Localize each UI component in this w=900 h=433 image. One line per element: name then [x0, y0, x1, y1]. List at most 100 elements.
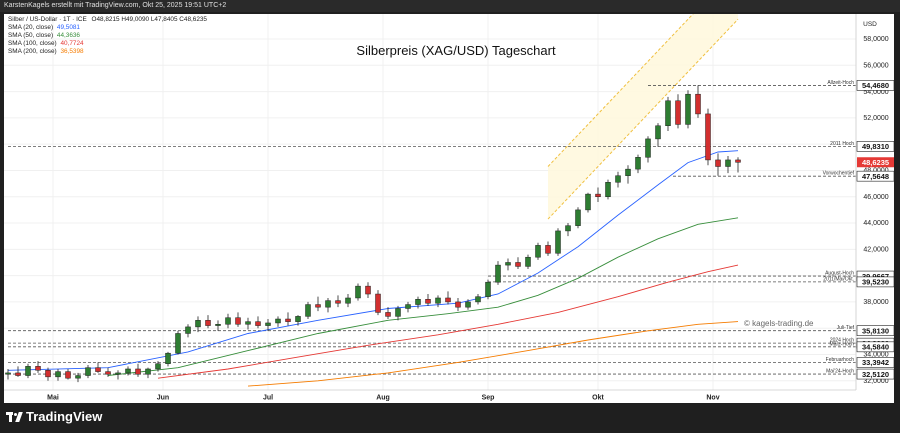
candle-body [535, 245, 541, 258]
candle [155, 361, 161, 372]
candle-body [525, 256, 531, 267]
candle-body [325, 300, 331, 308]
candle-body [685, 93, 691, 125]
x-tick-label: Mai [47, 395, 59, 402]
candle-body [425, 299, 431, 304]
candle [355, 283, 361, 301]
legend-symbol-row: Silber / US-Dollar · 1T · ICE O48,8215 H… [8, 16, 207, 24]
candle [175, 330, 181, 355]
price-axis: USD58,000056,000054,000052,000050,000048… [855, 14, 894, 390]
price-chart[interactable]: Silberpreis (XAG/USD) Tageschart © kagels… [4, 14, 894, 403]
candle [35, 361, 41, 373]
candle-body [455, 301, 461, 308]
candle-body [65, 371, 71, 379]
candle-body [255, 321, 261, 326]
legend-sma-20[interactable]: SMA (20, close) 49,5081 [8, 24, 207, 32]
level-annotation: 2011 Hoch [830, 141, 854, 147]
gridlines [4, 14, 856, 390]
candle [725, 155, 731, 174]
level-annotation: 2024 Hoch [830, 338, 854, 344]
level-price-box [856, 80, 894, 91]
candle [415, 296, 421, 309]
trend-channel [548, 14, 738, 220]
candle [285, 312, 291, 326]
candle-body [135, 368, 141, 375]
candle-body [355, 285, 361, 299]
candle-body [365, 285, 371, 295]
candle [205, 315, 211, 329]
candle [305, 301, 311, 320]
candle [295, 315, 301, 326]
candle [235, 312, 241, 327]
legend-sma-100[interactable]: SMA (100, close) 40,7724 [8, 40, 207, 48]
candle [385, 307, 391, 320]
candle-body [655, 125, 661, 140]
candle-body [125, 368, 131, 374]
candle [185, 324, 191, 338]
tradingview-logo[interactable]: TradingView [6, 409, 102, 424]
candle [135, 363, 141, 377]
candle [275, 316, 281, 327]
candle [635, 154, 641, 174]
candle-body [185, 326, 191, 334]
candle-body [645, 138, 651, 158]
candle-body [55, 371, 61, 378]
candle [505, 258, 511, 271]
candle [685, 90, 691, 129]
candle [85, 365, 91, 379]
candle [525, 254, 531, 270]
candle [15, 366, 21, 377]
level-price-label: 34,5840 [862, 343, 889, 352]
candle [665, 96, 671, 132]
candle-body [225, 317, 231, 325]
level-annotation: Februarhoch [826, 357, 855, 363]
indicator-legend: Silber / US-Dollar · 1T · ICE O48,8215 H… [8, 16, 207, 56]
candle [335, 295, 341, 308]
chart-title: Silberpreis (XAG/USD) Tageschart [356, 43, 556, 58]
candle [445, 291, 451, 305]
candle [195, 316, 201, 333]
candle-body [165, 352, 171, 364]
candle-body [575, 209, 581, 226]
candle [475, 294, 481, 305]
candle-body [155, 363, 161, 370]
level-annotation: März-Hoch [830, 341, 855, 347]
candle-body [15, 372, 21, 376]
candle [455, 297, 461, 312]
level-price-box [856, 170, 894, 182]
candle [435, 295, 441, 308]
candle-body [505, 262, 511, 266]
candle [345, 294, 351, 308]
candle [595, 187, 601, 202]
sma-line [247, 321, 739, 387]
legend-symbol: Silber / US-Dollar · 1T · ICE [8, 16, 87, 23]
candle [165, 351, 171, 367]
legend-sma-value: 40,7724 [60, 40, 84, 48]
candle-body [615, 175, 621, 183]
legend-sma-50[interactable]: SMA (50, close) 44,3636 [8, 32, 207, 40]
level-price-label: 47,5648 [862, 172, 889, 181]
candle [735, 157, 741, 173]
chart-area[interactable]: Silberpreis (XAG/USD) Tageschart © kagels… [4, 14, 894, 403]
legend-sma-value: 36,5398 [60, 48, 84, 56]
level-annotation: 2011/Mai/Okt. [823, 276, 854, 282]
y-tick-label: 44,0000 [863, 220, 888, 227]
y-tick-label: 42,0000 [863, 247, 888, 254]
y-tick-label: 32,0000 [863, 378, 888, 385]
x-tick-label: Nov [706, 395, 719, 402]
tradingview-logo-icon [6, 411, 23, 422]
candle [75, 372, 81, 383]
candle [325, 297, 331, 313]
candle [625, 165, 631, 184]
legend-sma-200[interactable]: SMA (200, close) 36,5398 [8, 48, 207, 56]
level-price-label: 54,4680 [862, 81, 889, 90]
candle [705, 108, 711, 166]
candle-body [545, 245, 551, 254]
sma-line [7, 150, 739, 371]
attribution-text: KarstenKagels erstellt mit TradingView.c… [4, 2, 227, 9]
level-price-label: 39,5230 [862, 278, 889, 287]
candle [615, 171, 621, 188]
candle-body [235, 317, 241, 325]
level-annotation: Juli-Tief [837, 325, 855, 331]
candle-body [725, 159, 731, 167]
